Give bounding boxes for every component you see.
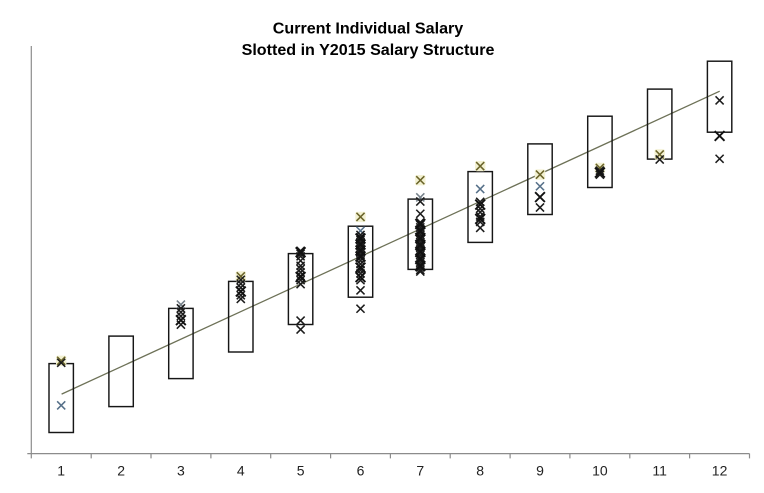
svg-text:12: 12: [712, 462, 728, 478]
svg-text:10: 10: [592, 462, 608, 478]
svg-text:Slotted in Y2015 Salary Struct: Slotted in Y2015 Salary Structure: [242, 41, 495, 59]
svg-text:9: 9: [536, 462, 544, 478]
svg-text:11: 11: [652, 462, 667, 478]
svg-text:1: 1: [57, 462, 65, 478]
svg-text:7: 7: [416, 462, 424, 478]
svg-text:6: 6: [357, 462, 365, 478]
svg-text:3: 3: [177, 462, 185, 478]
svg-text:2: 2: [117, 462, 125, 478]
svg-text:8: 8: [476, 462, 484, 478]
svg-text:4: 4: [237, 462, 245, 478]
svg-text:Current Individual Salary: Current Individual Salary: [273, 20, 464, 38]
svg-text:5: 5: [297, 462, 305, 478]
